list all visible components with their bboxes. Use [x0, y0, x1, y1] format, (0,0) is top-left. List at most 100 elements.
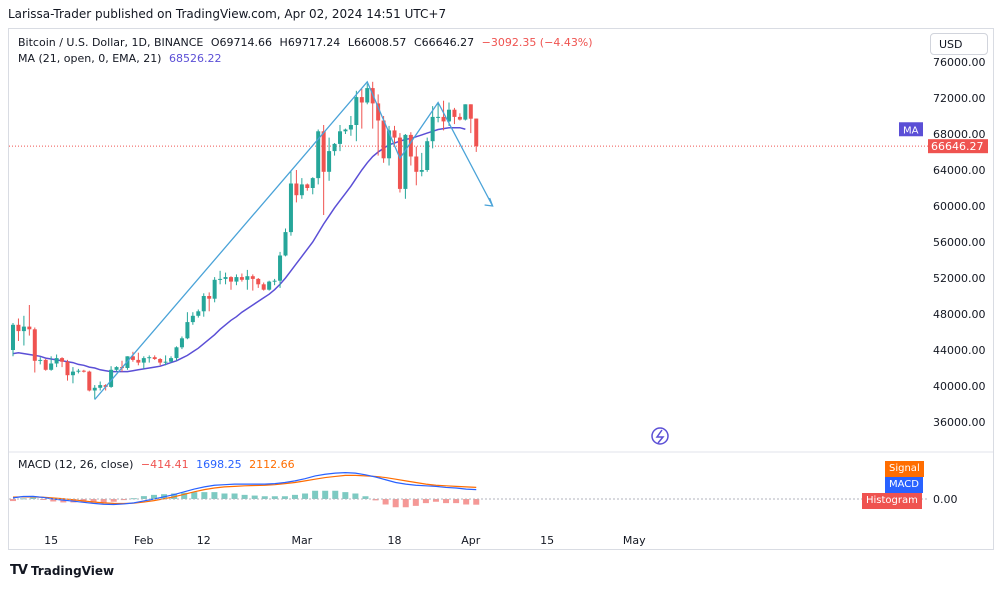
macd-histogram-bar [291, 494, 298, 499]
candle-body [278, 255, 283, 281]
macd-hist-value: −414.41 [140, 458, 189, 471]
candle-body [54, 358, 59, 364]
candle-body [354, 97, 359, 125]
candle-body [327, 151, 332, 172]
candle-body [43, 359, 48, 370]
candle-body [234, 277, 239, 282]
currency-button[interactable]: USD [930, 33, 988, 55]
candle-body [147, 357, 152, 359]
price-tick-label: 48000.00 [933, 308, 986, 321]
macd-histogram-bar [50, 499, 57, 502]
footer-brand[interactable]: TV TradingView [10, 563, 114, 578]
tradingview-logo-icon: TV [10, 563, 28, 578]
candle-body [152, 357, 157, 359]
candle-body [207, 296, 212, 299]
time-tick-label: Apr [461, 534, 481, 547]
macd-histogram-bar [191, 492, 198, 499]
signal-tag: Signal [885, 461, 924, 477]
price-tick-label: 72000.00 [933, 92, 986, 105]
candle-body [441, 116, 446, 122]
price-tick-label: 44000.00 [933, 344, 986, 357]
time-tick-label: Mar [291, 534, 312, 547]
macd-histogram-bar [362, 496, 369, 499]
macd-histogram-bar [10, 499, 16, 502]
candle-body [114, 367, 119, 370]
candle-body [87, 371, 92, 391]
time-tick-label: 15 [540, 534, 554, 547]
macd-histogram-bar [422, 499, 429, 504]
candle-body [60, 358, 65, 362]
macd-histogram-bar [342, 492, 349, 499]
candle-body [169, 358, 174, 362]
time-tick-label: Feb [134, 534, 153, 547]
candle-body [136, 359, 141, 363]
ma-line [12, 126, 466, 373]
candle-body [387, 130, 392, 159]
candle-body [436, 116, 441, 118]
candle-body [38, 359, 43, 361]
candle-body [76, 370, 81, 372]
candle-body [267, 281, 272, 290]
candle-body [21, 326, 26, 332]
macd-histogram-bar [453, 499, 460, 504]
candle-body [130, 356, 135, 360]
candle-body [239, 277, 244, 280]
macd-histogram-bar [201, 492, 208, 499]
candle-body [283, 232, 288, 256]
candle-body [65, 361, 70, 376]
macd-signal-line [12, 474, 477, 505]
candle-body [299, 184, 304, 196]
candle-body [92, 387, 97, 391]
macd-tag: MACD [885, 477, 923, 493]
candle-body [256, 278, 261, 285]
candle-body [419, 170, 424, 172]
macd-histogram-bar [382, 499, 389, 505]
macd-histogram-bar [302, 493, 309, 499]
price-tick-label: 68000.00 [933, 128, 986, 141]
macd-histogram-bar [221, 493, 228, 499]
macd-histogram-bar [271, 496, 278, 499]
candle-body [81, 370, 86, 372]
candle-body [245, 276, 250, 280]
candle-body [397, 137, 402, 189]
ohlc-high: H69717.24 [279, 36, 341, 49]
candle-body [109, 369, 114, 387]
candle-body [332, 143, 337, 152]
candle-body [49, 363, 54, 370]
macd-zero-label: 0.00 [933, 493, 958, 506]
ohlc-close: C66646.27 [413, 36, 475, 49]
candle-body [223, 277, 228, 279]
lightning-bolt-icon [655, 429, 665, 444]
candle-body [11, 324, 15, 350]
current-price-badge [928, 139, 988, 154]
candle-body [27, 326, 32, 330]
symbol-legend: Bitcoin / U.S. Dollar, 1D, BINANCE O6971… [18, 36, 597, 49]
macd-histogram-bar [231, 493, 238, 499]
candle-body [98, 385, 103, 388]
macd-histogram-bar [412, 499, 419, 506]
ma-value: 68526.22 [168, 52, 222, 65]
ma-badge [899, 122, 923, 137]
candle-body [158, 359, 163, 363]
candle-body [294, 183, 299, 196]
candle-body [163, 361, 168, 363]
price-tick-label: 64000.00 [933, 164, 986, 177]
candle-body [196, 311, 201, 316]
candle-body [343, 129, 348, 132]
candle-body [321, 131, 326, 172]
price-tick-label: 60000.00 [933, 200, 986, 213]
candle-body [70, 371, 75, 376]
candle-body [218, 278, 223, 280]
candle-body [272, 280, 277, 282]
macd-histogram-bar [90, 499, 97, 503]
macd-histogram-bar [120, 499, 127, 501]
candle-body [474, 118, 479, 147]
candle-body [392, 130, 397, 138]
candle-body [414, 156, 419, 172]
price-tick-label: 40000.00 [933, 380, 986, 393]
candle-body [348, 125, 353, 130]
macd-histogram-bar [402, 499, 409, 508]
ohlc-low: L66008.57 [347, 36, 407, 49]
macd-histogram-bar [372, 499, 379, 501]
